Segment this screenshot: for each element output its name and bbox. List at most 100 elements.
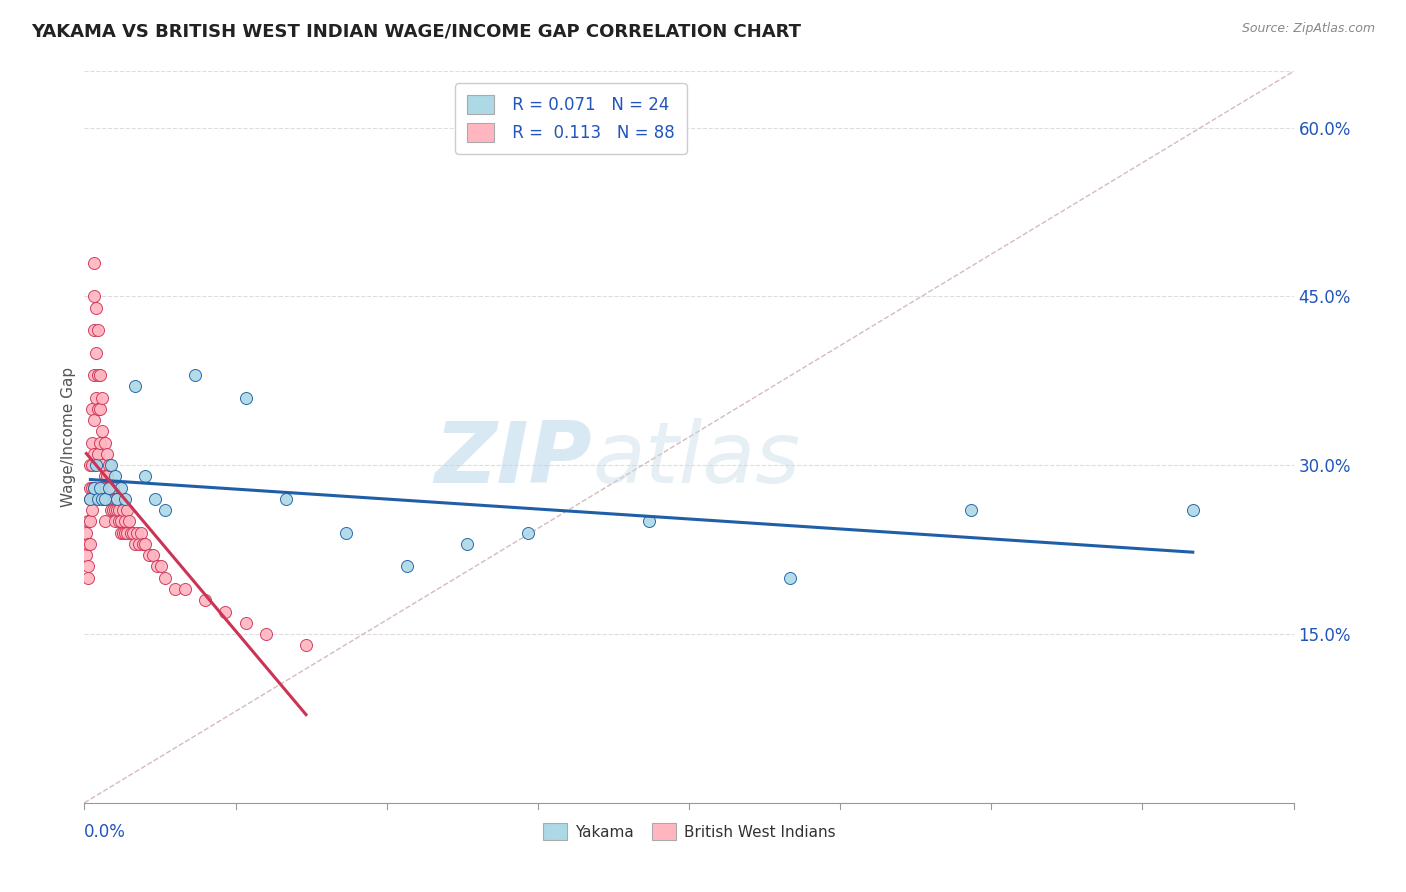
Y-axis label: Wage/Income Gap: Wage/Income Gap (60, 367, 76, 508)
Point (149, 559, 172, 574)
Point (104, 515, 127, 529)
Point (104, 491, 127, 506)
Point (87, 447, 110, 461)
Point (254, 627, 277, 641)
Point (107, 503, 129, 517)
Point (93, 469, 115, 483)
Point (110, 515, 132, 529)
Point (134, 469, 156, 483)
Point (86, 391, 108, 405)
Point (83, 481, 105, 495)
Point (115, 525, 138, 540)
Point (82, 401, 104, 416)
Text: ZIP: ZIP (434, 417, 592, 500)
Point (93, 491, 115, 506)
Point (174, 582, 197, 596)
Point (110, 525, 132, 540)
Point (516, 525, 538, 540)
Point (124, 379, 146, 393)
Point (97, 481, 120, 495)
Point (114, 515, 136, 529)
Point (83, 481, 105, 495)
Point (235, 615, 257, 630)
Point (111, 525, 134, 540)
Point (82, 435, 104, 450)
Point (75, 525, 97, 540)
Point (86, 301, 108, 315)
Point (79, 458, 101, 473)
Point (96, 447, 118, 461)
Point (101, 503, 124, 517)
Point (97, 481, 120, 495)
Point (96, 469, 118, 483)
Point (153, 571, 176, 585)
Point (100, 503, 122, 517)
Point (395, 559, 418, 574)
Point (125, 525, 148, 540)
Point (134, 537, 156, 551)
Point (184, 368, 207, 383)
Point (295, 638, 318, 652)
Point (110, 481, 132, 495)
Point (105, 503, 128, 517)
Point (142, 548, 165, 562)
Point (105, 491, 128, 506)
Point (335, 525, 357, 540)
Point (79, 481, 101, 495)
Text: atlas: atlas (592, 417, 800, 500)
Point (114, 491, 136, 506)
Point (83, 368, 105, 383)
Point (83, 447, 105, 461)
Point (89, 401, 111, 416)
Point (91, 458, 114, 473)
Point (100, 458, 122, 473)
Point (138, 548, 160, 562)
Point (105, 491, 128, 506)
Point (83, 255, 105, 269)
Point (86, 458, 108, 473)
Point (89, 481, 111, 495)
Point (637, 515, 659, 529)
Point (79, 491, 101, 506)
Point (89, 481, 111, 495)
Point (107, 515, 129, 529)
Text: YAKAMA VS BRITISH WEST INDIAN WAGE/INCOME GAP CORRELATION CHART: YAKAMA VS BRITISH WEST INDIAN WAGE/INCOM… (31, 22, 801, 40)
Point (86, 345, 108, 359)
Point (89, 368, 111, 383)
Point (87, 491, 110, 506)
Point (120, 525, 142, 540)
Point (100, 491, 122, 506)
Point (82, 458, 104, 473)
Point (87, 401, 110, 416)
Point (115, 503, 138, 517)
Point (91, 391, 114, 405)
Point (77, 515, 100, 529)
Point (101, 481, 124, 495)
Text: 0.0%: 0.0% (84, 823, 127, 841)
Point (91, 425, 114, 439)
Point (91, 491, 114, 506)
Point (93, 515, 115, 529)
Point (82, 503, 104, 517)
Point (87, 323, 110, 337)
Point (83, 289, 105, 303)
Point (79, 537, 101, 551)
Point (124, 537, 146, 551)
Point (93, 491, 115, 506)
Point (79, 491, 101, 506)
Point (87, 368, 110, 383)
Point (118, 515, 141, 529)
Point (77, 571, 100, 585)
Point (165, 582, 187, 596)
Point (97, 491, 120, 506)
Point (132, 537, 155, 551)
Point (89, 435, 111, 450)
Point (83, 323, 105, 337)
Point (456, 537, 478, 551)
Point (129, 525, 152, 540)
Point (97, 458, 120, 473)
Point (93, 435, 115, 450)
Point (111, 503, 134, 517)
Point (75, 548, 97, 562)
Point (274, 491, 297, 506)
